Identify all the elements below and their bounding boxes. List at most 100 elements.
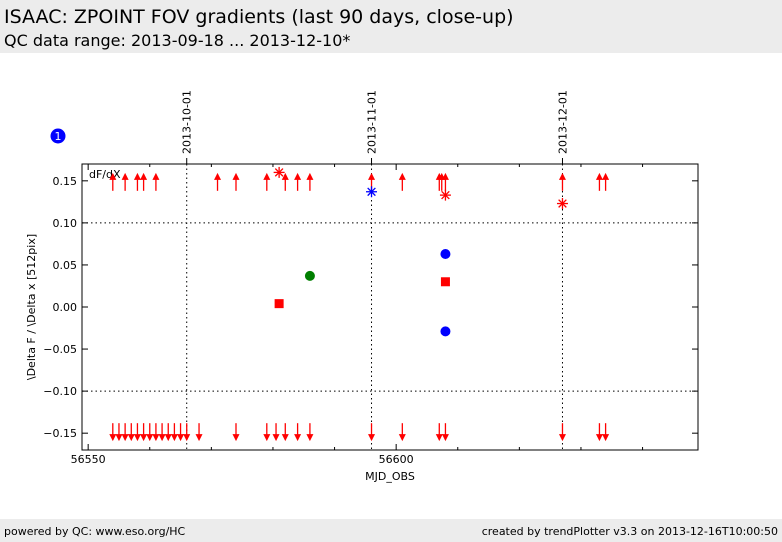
y-tick-label: 0.05 (53, 259, 78, 272)
out-of-range-down-arrow (272, 423, 280, 442)
arrow-head (164, 434, 172, 442)
arrow-head (398, 434, 406, 442)
arrow-head (263, 434, 271, 442)
out-of-range-down-arrow (140, 423, 148, 442)
arrow-head (133, 172, 141, 180)
arrow-head (121, 172, 129, 180)
arrow-head (368, 172, 376, 180)
out-of-range-down-arrow (595, 423, 603, 442)
out-of-range-down-arrow (306, 423, 314, 442)
arrow-head (281, 434, 289, 442)
arrow-head (595, 434, 603, 442)
arrow-head (115, 434, 123, 442)
arrow-head (146, 434, 154, 442)
page-subtitle: QC data range: 2013-09-18 ... 2013-12-10… (4, 31, 351, 50)
out-of-range-up-arrow (232, 172, 240, 191)
arrow-head (435, 434, 443, 442)
arrow-head (152, 434, 160, 442)
badge-circle (50, 128, 66, 144)
y-tick-label: −0.15 (43, 427, 77, 440)
page-title: ISAAC: ZPOINT FOV gradients (last 90 day… (4, 6, 514, 28)
out-of-range-up-arrow (602, 172, 610, 191)
plot-frame (81, 163, 699, 451)
arrow-head (177, 434, 185, 442)
arrow-head (368, 434, 376, 442)
red-square-point (440, 277, 450, 287)
out-of-range-up-arrow (398, 172, 406, 191)
out-of-range-up-arrow (294, 172, 302, 191)
asterisk-stroke (274, 168, 284, 177)
arrow-head (294, 434, 302, 442)
arrow-head (133, 434, 141, 442)
out-of-range-down-arrow (164, 423, 172, 442)
arrow-head (127, 434, 135, 442)
out-of-range-down-arrow (368, 423, 376, 442)
asterisk-stroke (558, 199, 567, 208)
arrow-head (602, 434, 610, 442)
arrow-head (195, 434, 203, 442)
out-of-range-up-arrow (263, 172, 271, 191)
out-of-range-down-arrow (232, 423, 240, 442)
out-of-range-down-arrow (294, 423, 302, 442)
arrow-head (281, 172, 289, 180)
out-of-range-down-arrow (602, 423, 610, 442)
out-of-range-up-arrow (558, 172, 566, 191)
out-of-range-up-arrow (306, 172, 314, 191)
x-tick-label: 56550 (71, 453, 106, 466)
blue-asterisk-point (366, 186, 378, 198)
arrow-head (121, 434, 129, 442)
y-axis-label: \Delta F / \Delta x [512pix] (25, 234, 38, 380)
out-of-range-down-arrow (441, 423, 449, 442)
asterisk-stroke (367, 187, 376, 197)
red-asterisk-point (273, 166, 285, 178)
arrow-head (152, 172, 160, 180)
out-of-range-down-arrow (158, 423, 166, 442)
out-of-range-down-arrow (115, 423, 123, 442)
blue-circle-point (440, 249, 451, 260)
y-tick-label: 0.10 (53, 217, 78, 230)
out-of-range-down-arrow (170, 423, 178, 442)
arrow-head (170, 434, 178, 442)
arrow-head (158, 434, 166, 442)
out-of-range-up-arrow (441, 172, 449, 191)
arrow-head (263, 172, 271, 180)
arrow-head (595, 172, 603, 180)
date-tick-label: 2013-10-01 (181, 90, 194, 154)
asterisk-stroke (441, 190, 450, 200)
out-of-range-down-arrow (183, 423, 191, 442)
arrow-head (306, 434, 314, 442)
arrow-head (272, 434, 280, 442)
out-of-range-up-arrow (140, 172, 148, 191)
out-of-range-down-arrow (133, 423, 141, 442)
out-of-range-down-arrow (127, 423, 135, 442)
header-bar: ISAAC: ZPOINT FOV gradients (last 90 day… (0, 0, 782, 53)
out-of-range-down-arrow (146, 423, 154, 442)
date-tick-label: 2013-11-01 (366, 90, 379, 154)
arrow-head (232, 434, 240, 442)
arrow-head (441, 172, 449, 180)
arrow-head (214, 172, 222, 180)
out-of-range-up-arrow (152, 172, 160, 191)
out-of-range-up-arrow (109, 172, 117, 191)
arrow-head (558, 434, 566, 442)
badge-number: 1 (55, 130, 62, 143)
y-tick-label: −0.05 (43, 343, 77, 356)
green-circle-point (304, 270, 315, 281)
inset-label: dF/dX (89, 168, 121, 181)
red-asterisk-point (439, 189, 451, 201)
y-tick-label: −0.10 (43, 385, 77, 398)
out-of-range-down-arrow (121, 423, 129, 442)
out-of-range-down-arrow (558, 423, 566, 442)
y-tick-label: 0.00 (53, 301, 78, 314)
arrow-head (294, 172, 302, 180)
out-of-range-down-arrow (152, 423, 160, 442)
out-of-range-down-arrow (435, 423, 443, 442)
arrow-head (140, 434, 148, 442)
out-of-range-up-arrow (281, 172, 289, 191)
red-square-point (274, 299, 284, 309)
arrow-head (183, 434, 191, 442)
out-of-range-up-arrow (133, 172, 141, 191)
footer-bar: powered by QC: www.eso.org/HC created by… (0, 519, 782, 542)
blue-circle-point (440, 326, 451, 337)
